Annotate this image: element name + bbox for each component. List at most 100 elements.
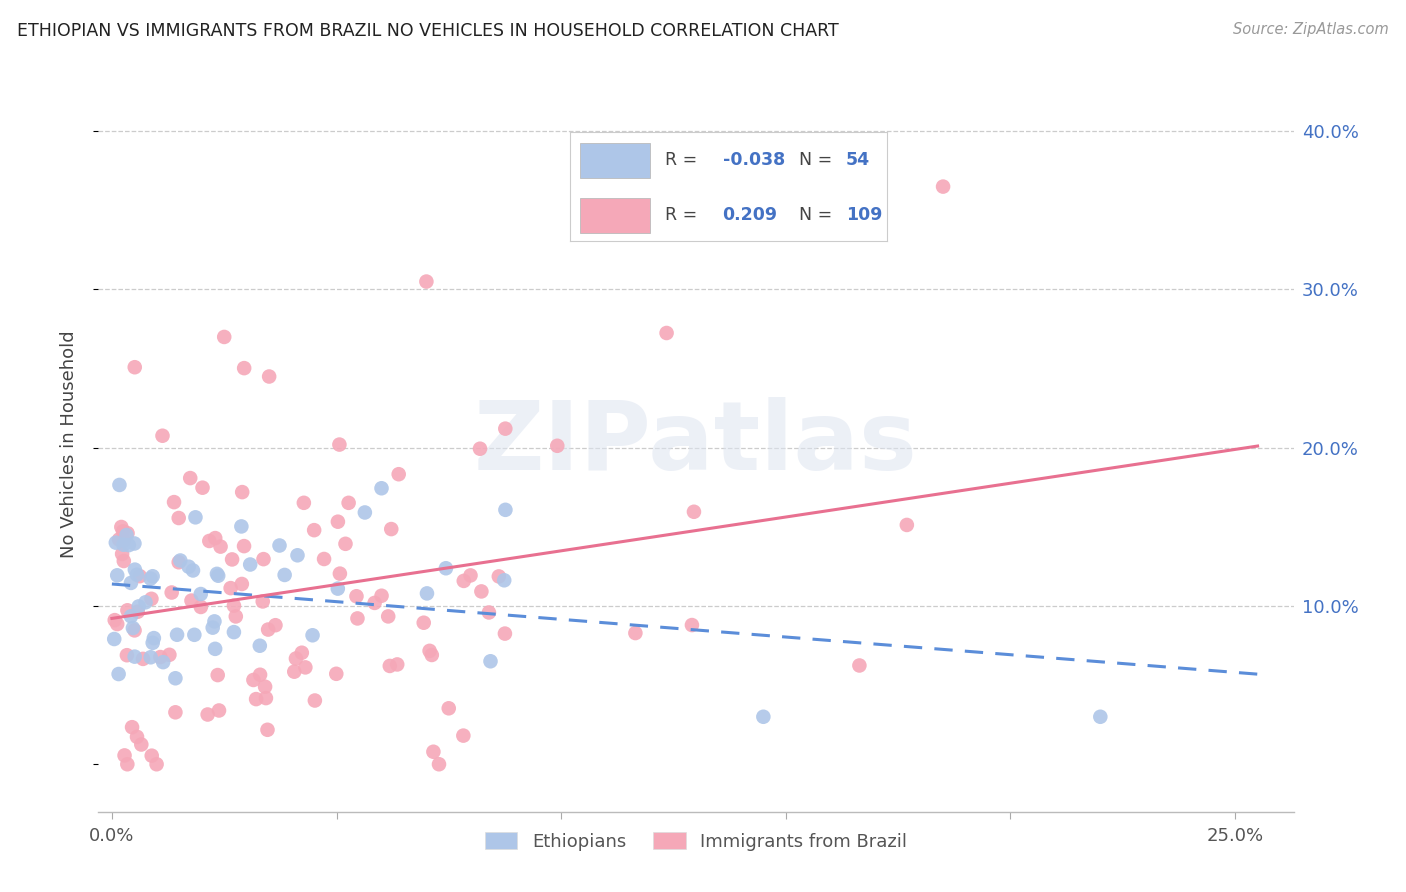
Point: [219, 581, 242, 595]
Point: [301, 628, 323, 642]
Point: [142, 569, 165, 583]
Point: [141, 591, 163, 606]
Point: [354, 506, 377, 520]
Point: [104, 535, 127, 549]
Point: [624, 626, 647, 640]
Point: [304, 693, 326, 707]
Point: [125, 730, 148, 744]
Point: [120, 609, 142, 624]
Point: [177, 559, 200, 574]
Point: [120, 575, 142, 590]
Point: [422, 745, 444, 759]
Point: [181, 564, 204, 578]
Point: [328, 437, 350, 451]
Point: [204, 531, 226, 545]
Point: [152, 428, 174, 442]
Point: [124, 649, 146, 664]
Point: [205, 566, 228, 581]
Point: [124, 624, 146, 638]
Point: [165, 671, 187, 685]
Point: [142, 636, 165, 650]
Point: [478, 606, 501, 620]
Point: [427, 757, 450, 772]
Point: [337, 496, 360, 510]
Point: [118, 538, 141, 552]
Point: [124, 360, 146, 375]
Point: [388, 467, 411, 482]
Point: [434, 561, 457, 575]
Point: [149, 650, 172, 665]
Point: [256, 723, 278, 737]
Point: [326, 515, 349, 529]
Point: [494, 626, 516, 640]
Point: [453, 574, 475, 588]
Point: [346, 611, 368, 625]
Point: [245, 692, 267, 706]
Point: [273, 568, 295, 582]
Point: [294, 660, 316, 674]
Point: [124, 536, 146, 550]
Point: [254, 680, 277, 694]
Point: [103, 632, 125, 646]
Point: [121, 720, 143, 734]
Point: [335, 537, 357, 551]
Point: [129, 738, 152, 752]
Point: [363, 596, 385, 610]
Point: [249, 639, 271, 653]
Point: [655, 326, 678, 340]
Point: [117, 757, 139, 772]
Point: [117, 526, 139, 541]
Text: Source: ZipAtlas.com: Source: ZipAtlas.com: [1233, 22, 1389, 37]
Point: [141, 748, 163, 763]
Text: ZIPatlas: ZIPatlas: [474, 397, 918, 491]
Point: [326, 582, 349, 596]
Legend: Ethiopians, Immigrants from Brazil: Ethiopians, Immigrants from Brazil: [478, 824, 914, 858]
Point: [231, 519, 253, 533]
Point: [292, 496, 315, 510]
Point: [370, 589, 392, 603]
Point: [135, 595, 157, 609]
Point: [190, 587, 212, 601]
Point: [139, 572, 162, 586]
Point: [325, 666, 347, 681]
Point: [239, 558, 262, 572]
Point: [225, 609, 247, 624]
Point: [105, 617, 128, 632]
Point: [222, 599, 245, 613]
Point: [191, 481, 214, 495]
Point: [207, 568, 229, 582]
Point: [546, 439, 568, 453]
Point: [257, 369, 280, 384]
Point: [112, 538, 135, 552]
Point: [488, 569, 510, 583]
Point: [494, 574, 516, 588]
Point: [329, 566, 352, 581]
Point: [752, 710, 775, 724]
Point: [460, 568, 482, 582]
Point: [681, 618, 703, 632]
Point: [145, 757, 167, 772]
Point: [108, 533, 131, 547]
Y-axis label: No Vehicles in Household: No Vehicles in Household: [59, 330, 77, 558]
Point: [470, 584, 492, 599]
Point: [254, 691, 277, 706]
Point: [412, 615, 434, 630]
Point: [197, 707, 219, 722]
Point: [415, 275, 437, 289]
Point: [107, 667, 129, 681]
Point: [157, 648, 180, 662]
Point: [166, 628, 188, 642]
Point: [453, 729, 475, 743]
Point: [124, 563, 146, 577]
Point: [233, 361, 256, 376]
Point: [204, 615, 226, 629]
Point: [201, 621, 224, 635]
Point: [108, 478, 131, 492]
Point: [387, 657, 409, 672]
Point: [115, 528, 138, 542]
Point: [380, 522, 402, 536]
Point: [416, 586, 439, 600]
Point: [284, 651, 307, 665]
Point: [252, 552, 274, 566]
Point: [212, 330, 235, 344]
